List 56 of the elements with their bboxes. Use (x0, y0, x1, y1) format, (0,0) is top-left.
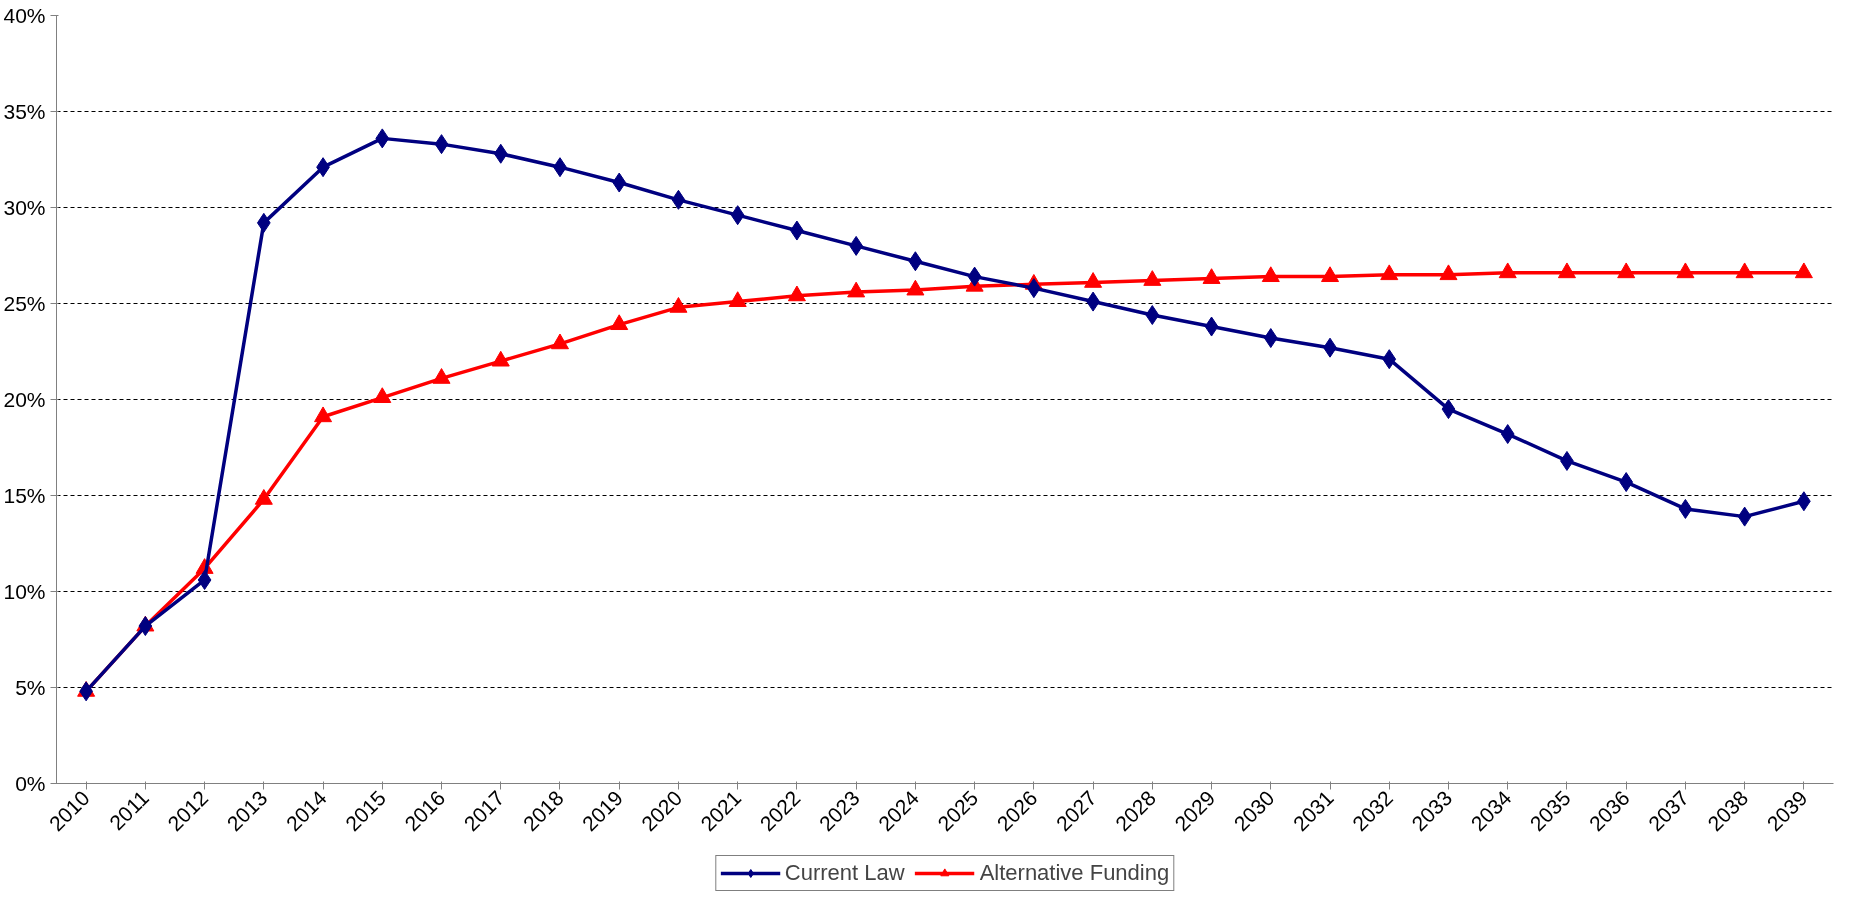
point (1500, 424, 1515, 445)
point (434, 134, 449, 155)
point (373, 387, 392, 403)
y-tick-label: 25% (3, 292, 46, 315)
point (1678, 498, 1693, 519)
point (491, 350, 510, 367)
y-tick-label: 5% (15, 676, 46, 699)
point (1321, 266, 1340, 283)
point (1143, 270, 1162, 286)
y-tick-label: 0% (15, 772, 46, 795)
point (967, 266, 982, 287)
point (314, 406, 333, 423)
point (550, 333, 569, 350)
point (493, 143, 508, 164)
point (612, 172, 627, 193)
point (1498, 262, 1517, 279)
point (1794, 262, 1813, 279)
point (1261, 266, 1280, 283)
point (375, 128, 390, 149)
y-tick-label: 10% (3, 580, 46, 603)
point (1737, 506, 1752, 527)
point (906, 279, 925, 296)
point (432, 368, 451, 384)
point (254, 489, 273, 505)
point (1619, 472, 1634, 493)
point (256, 212, 271, 233)
y-tick-label: 40% (3, 4, 46, 27)
point (1441, 399, 1456, 420)
y-tick-label: 20% (3, 388, 46, 411)
point (730, 205, 745, 226)
point (1145, 305, 1160, 326)
y-tick-label: 15% (3, 484, 46, 507)
point (1263, 328, 1278, 349)
point (1676, 262, 1695, 279)
point (671, 189, 686, 210)
legend-label: Alternative Funding (979, 860, 1170, 886)
point (1380, 264, 1399, 281)
point (1204, 316, 1219, 337)
point (138, 616, 153, 637)
point (1617, 262, 1636, 279)
point (1557, 262, 1576, 279)
legend-label: Current Law (784, 860, 905, 886)
y-tick-label: 30% (3, 196, 46, 219)
point (1202, 268, 1221, 284)
point (197, 569, 212, 590)
point (1084, 272, 1103, 288)
point (1439, 264, 1458, 281)
point (1382, 349, 1397, 370)
y-tick-label: 35% (3, 100, 46, 123)
point (787, 285, 806, 302)
point (908, 251, 923, 272)
point (610, 314, 629, 331)
point (1735, 262, 1754, 279)
point (728, 291, 747, 307)
point (847, 281, 866, 298)
point (669, 297, 688, 313)
